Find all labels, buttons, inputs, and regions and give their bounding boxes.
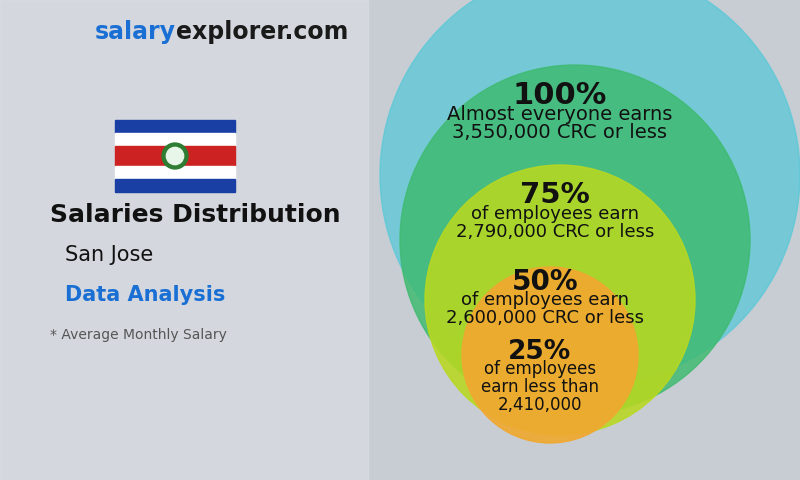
Text: San Jose: San Jose (65, 245, 154, 265)
Text: 2,790,000 CRC or less: 2,790,000 CRC or less (456, 223, 654, 241)
Text: of employees: of employees (484, 360, 596, 378)
Text: 75%: 75% (520, 181, 590, 209)
Circle shape (380, 0, 800, 385)
Text: salary: salary (95, 20, 176, 44)
Circle shape (462, 267, 638, 443)
Text: 100%: 100% (513, 81, 607, 109)
Bar (115, 179, 235, 192)
Text: 2,600,000 CRC or less: 2,600,000 CRC or less (446, 309, 644, 327)
Text: earn less than: earn less than (481, 378, 599, 396)
Text: Data Analysis: Data Analysis (65, 285, 226, 305)
Text: explorer.com: explorer.com (176, 20, 348, 44)
Text: * Average Monthly Salary: * Average Monthly Salary (50, 328, 227, 342)
Circle shape (162, 143, 188, 169)
Bar (115, 146, 235, 166)
Text: Almost everyone earns: Almost everyone earns (447, 105, 673, 124)
Bar (115, 166, 235, 179)
Text: 2,410,000: 2,410,000 (498, 396, 582, 414)
Circle shape (166, 147, 184, 165)
Text: of employees earn: of employees earn (461, 291, 629, 309)
Text: 50%: 50% (512, 268, 578, 296)
Bar (0, 0, 368, 480)
Bar (115, 133, 235, 146)
Text: 25%: 25% (508, 339, 572, 365)
Circle shape (400, 65, 750, 415)
Text: 3,550,000 CRC or less: 3,550,000 CRC or less (453, 123, 667, 142)
Text: Salaries Distribution: Salaries Distribution (50, 203, 341, 227)
Bar (115, 120, 235, 133)
Circle shape (425, 165, 695, 435)
Text: of employees earn: of employees earn (471, 205, 639, 223)
